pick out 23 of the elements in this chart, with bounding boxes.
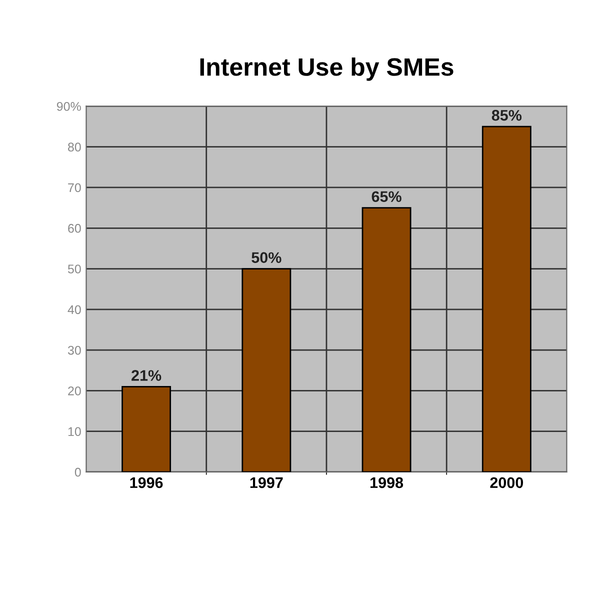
y-tick-label: 50	[68, 264, 81, 274]
x-tick-label: 1997	[250, 477, 283, 488]
data-label: 50%	[252, 252, 282, 263]
bar	[122, 386, 172, 472]
x-tick-label: 2000	[490, 477, 524, 488]
y-tick-label: 20	[68, 386, 81, 396]
y-tick-label: 80	[68, 142, 81, 152]
y-tick-label: 30	[68, 346, 81, 355]
y-tick-label: 60	[68, 224, 81, 233]
y-tick-label: 0	[74, 468, 81, 477]
y-tick-label: 10	[68, 427, 81, 436]
bar	[242, 268, 292, 472]
x-tick-label: 1996	[130, 477, 163, 488]
y-tick-label: 70	[68, 183, 81, 192]
bar	[482, 126, 532, 472]
y-tick-label: 40	[68, 305, 81, 314]
data-label: 85%	[492, 110, 522, 121]
y-tick-label: 90%	[56, 102, 81, 111]
chart-title: Internet Use by SMEs	[200, 58, 454, 81]
data-label: 21%	[132, 370, 162, 381]
x-tick-label: 1998	[370, 477, 404, 488]
bar	[362, 207, 412, 472]
data-label: 65%	[372, 191, 402, 202]
